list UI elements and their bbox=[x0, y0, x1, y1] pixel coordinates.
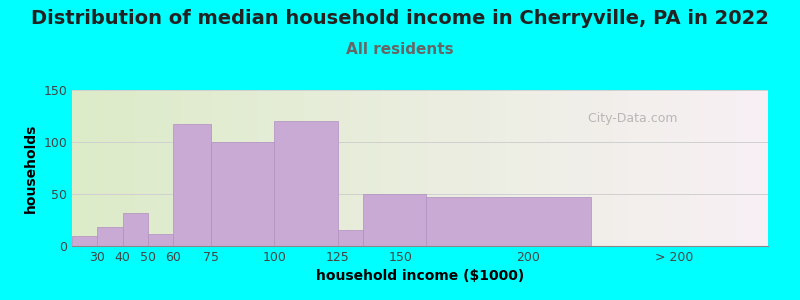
Bar bbox=[174, 124, 211, 246]
Bar bbox=[338, 230, 363, 246]
Bar bbox=[122, 213, 148, 246]
Text: Distribution of median household income in Cherryville, PA in 2022: Distribution of median household income … bbox=[31, 9, 769, 28]
Bar bbox=[363, 194, 426, 246]
Bar bbox=[426, 197, 591, 246]
X-axis label: household income ($1000): household income ($1000) bbox=[316, 269, 524, 284]
Bar bbox=[98, 227, 122, 246]
Bar bbox=[274, 121, 338, 246]
Text: All residents: All residents bbox=[346, 42, 454, 57]
Bar bbox=[211, 142, 274, 246]
Bar bbox=[148, 233, 174, 246]
Text: City-Data.com: City-Data.com bbox=[580, 112, 678, 124]
Bar bbox=[72, 236, 98, 246]
Y-axis label: households: households bbox=[24, 123, 38, 213]
